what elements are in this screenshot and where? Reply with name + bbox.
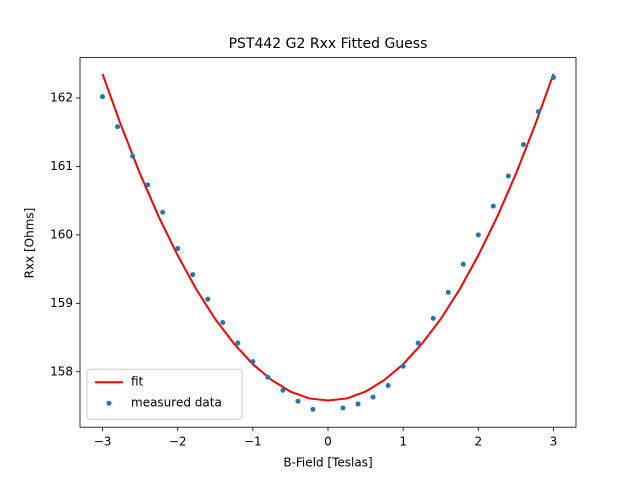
axes-frame: [79, 57, 577, 428]
data-point: [355, 401, 361, 407]
x-tick-label: 2: [474, 435, 482, 449]
x-tick-label: 0: [324, 435, 332, 449]
data-point: [235, 340, 241, 346]
data-point: [445, 289, 451, 295]
legend-box: [86, 368, 243, 420]
legend-label: fit: [131, 375, 144, 389]
x-tick-label: −2: [169, 435, 187, 449]
data-point: [535, 109, 541, 115]
data-point: [115, 124, 121, 130]
x-axis-label: B-Field [Teslas]: [283, 456, 372, 470]
data-point: [250, 358, 256, 364]
data-point: [460, 261, 466, 267]
x-tick-label: 1: [399, 435, 407, 449]
data-point: [550, 74, 556, 80]
data-point: [175, 246, 181, 252]
data-point: [130, 153, 136, 159]
x-tick-label: −3: [94, 435, 112, 449]
y-tick-label: 159: [50, 296, 73, 310]
data-point: [205, 296, 211, 302]
data-point: [340, 405, 346, 411]
data-point: [475, 232, 481, 238]
data-point: [520, 142, 526, 148]
data-point: [370, 394, 376, 400]
data-point: [505, 173, 511, 179]
data-point: [490, 203, 496, 209]
legend-swatch: [106, 400, 112, 406]
y-tick-label: 162: [50, 90, 73, 104]
data-point: [430, 315, 436, 321]
data-point: [190, 272, 196, 278]
y-tick-label: 160: [50, 227, 73, 241]
data-point: [280, 387, 286, 393]
data-point: [385, 382, 391, 388]
x-tick-label: −1: [244, 435, 262, 449]
chart-title: PST442 G2 Rxx Fitted Guess: [229, 36, 428, 52]
data-point: [310, 406, 316, 412]
legend-label: measured data: [131, 396, 222, 410]
y-tick-label: 161: [50, 159, 73, 173]
data-point: [220, 319, 226, 325]
data-point: [400, 363, 406, 369]
fit-line: [101, 73, 555, 402]
y-tick-label: 158: [50, 364, 73, 378]
data-point: [145, 182, 151, 188]
data-point: [100, 94, 106, 100]
data-point: [295, 398, 301, 404]
data-point: [415, 340, 421, 346]
x-tick-label: 3: [550, 435, 558, 449]
y-axis-label: Rxx [Ohms]: [23, 208, 37, 279]
data-point: [160, 209, 166, 215]
data-point: [265, 374, 271, 380]
